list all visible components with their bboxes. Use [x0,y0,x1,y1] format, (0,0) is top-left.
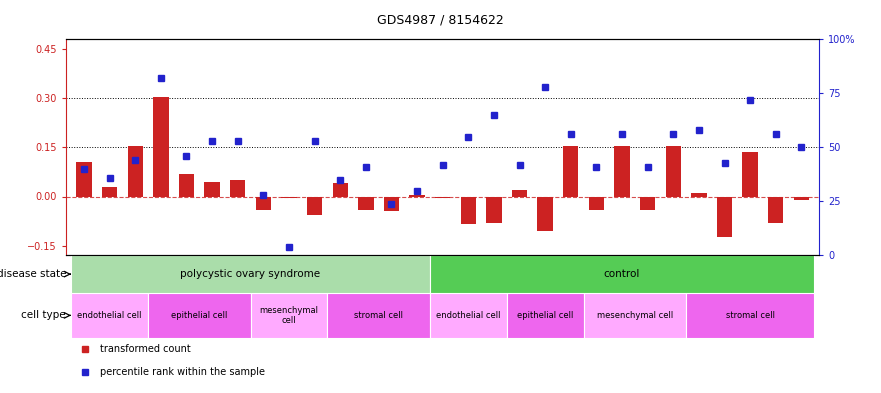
Bar [410,195,425,196]
Bar [307,196,322,215]
Text: percentile rank within the sample: percentile rank within the sample [100,367,265,377]
Bar [77,162,92,196]
Bar [230,180,246,196]
Bar [153,97,168,196]
Text: stromal cell: stromal cell [726,311,774,320]
Bar [71,293,148,338]
Bar [666,146,681,196]
Bar [589,196,604,209]
Text: mesenchymal cell: mesenchymal cell [596,311,673,320]
Bar [640,196,655,209]
Text: disease state: disease state [0,269,66,279]
Bar [148,293,250,338]
Bar [255,196,271,209]
Bar [128,146,143,196]
Bar [583,293,686,338]
Text: cell type: cell type [21,310,66,320]
Bar [794,196,809,200]
Text: control: control [603,269,640,279]
Bar [614,146,630,196]
Bar [332,184,348,196]
Text: mesenchymal
cell: mesenchymal cell [260,306,318,325]
Text: endothelial cell: endothelial cell [78,311,142,320]
Bar [563,146,579,196]
Bar [537,196,553,231]
Bar [692,193,707,196]
Bar [717,196,732,237]
Text: GDS4987 / 8154622: GDS4987 / 8154622 [377,14,504,27]
Bar [328,293,430,338]
Bar [102,187,117,196]
Bar [435,196,450,198]
Bar [71,255,430,293]
Bar [768,196,783,223]
Bar [512,190,527,196]
Bar [359,196,374,209]
Bar [430,255,814,293]
Bar [743,152,758,196]
Text: epithelial cell: epithelial cell [517,311,574,320]
Bar [384,196,399,211]
Text: polycystic ovary syndrome: polycystic ovary syndrome [181,269,321,279]
Bar [486,196,501,223]
Bar [686,293,814,338]
Bar [281,196,297,198]
Bar [204,182,219,196]
Text: epithelial cell: epithelial cell [171,311,227,320]
Bar [461,196,476,224]
Bar [179,174,194,196]
Text: transformed count: transformed count [100,344,190,354]
Bar [250,293,328,338]
Bar [430,293,507,338]
Text: endothelial cell: endothelial cell [436,311,500,320]
Text: stromal cell: stromal cell [354,311,403,320]
Bar [507,293,583,338]
